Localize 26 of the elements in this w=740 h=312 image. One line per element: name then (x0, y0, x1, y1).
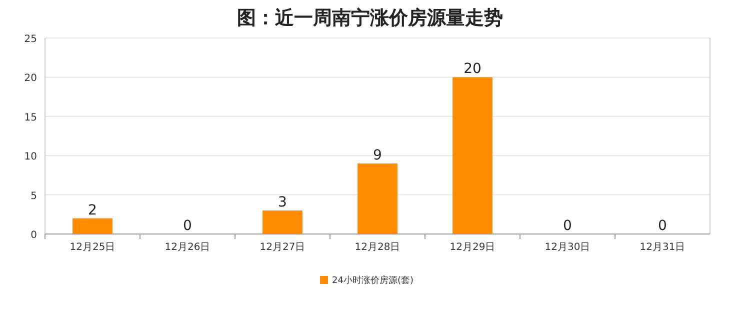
data-label: 9 (373, 147, 382, 164)
x-tick-label: 12月28日 (354, 242, 400, 253)
y-tick-label: 20 (24, 73, 37, 84)
y-tick-label: 5 (30, 190, 37, 202)
bar (72, 218, 112, 234)
data-label: 2 (88, 202, 97, 218)
data-label: 0 (658, 218, 667, 234)
legend-label: 24小时涨价房源(套) (332, 275, 414, 286)
x-tick-label: 12月26日 (164, 242, 210, 253)
x-tick-label: 12月30日 (544, 242, 590, 253)
y-tick-label: 0 (30, 230, 37, 241)
data-label: 3 (278, 194, 287, 210)
bar (358, 163, 398, 234)
bar (262, 210, 302, 234)
data-label: 20 (464, 61, 482, 78)
y-tick-label: 10 (24, 152, 37, 163)
x-tick-label: 12月29日 (450, 242, 496, 253)
y-tick-label: 15 (24, 112, 37, 124)
x-tick-label: 12月31日 (640, 242, 686, 253)
x-tick-label: 12月25日 (70, 242, 116, 253)
data-label: 0 (183, 218, 192, 234)
x-tick-label: 12月27日 (260, 242, 306, 253)
data-label: 0 (563, 218, 572, 234)
y-tick-label: 25 (24, 34, 37, 45)
bar (452, 77, 492, 234)
chart-title: 图：近一周南宁涨价房源量走势 (237, 7, 503, 29)
